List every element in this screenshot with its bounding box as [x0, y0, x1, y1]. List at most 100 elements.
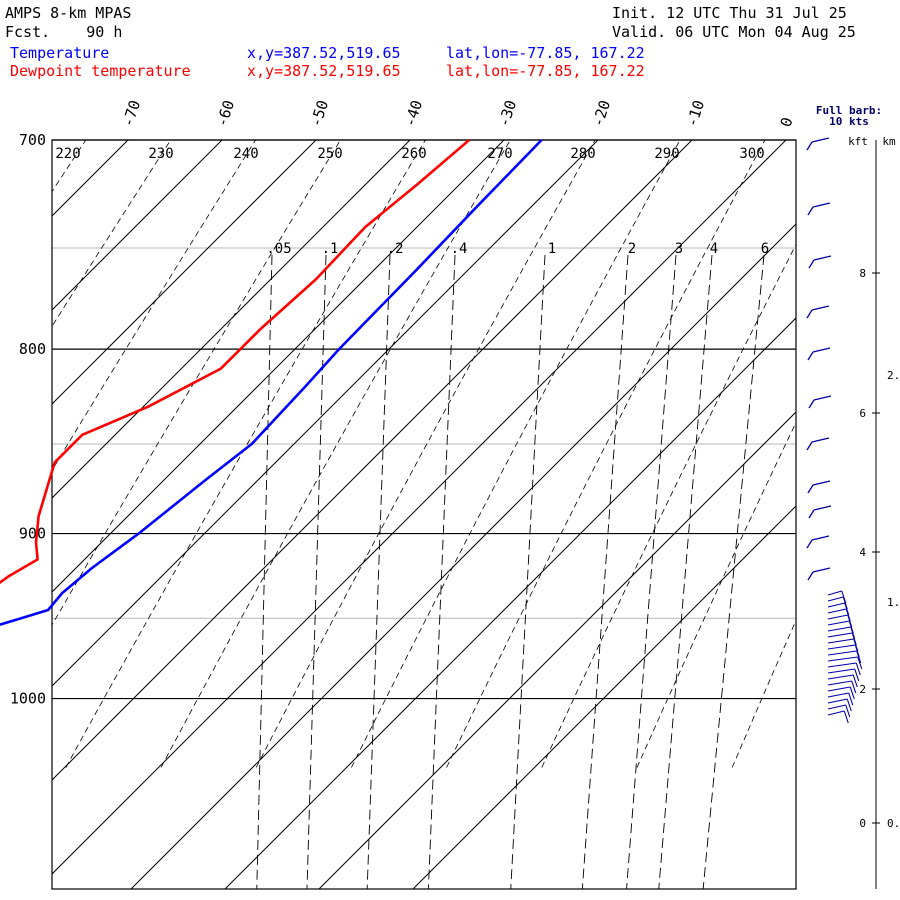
wind-barb-staff	[827, 674, 854, 680]
wind-barb-staff	[827, 638, 854, 644]
km-tick-label: 2.	[887, 369, 900, 382]
isentrope-label: 240	[233, 146, 258, 162]
wind-barb	[827, 698, 852, 712]
dry-adiabat	[65, 140, 426, 768]
wind-barb-staff	[827, 662, 857, 668]
isotherm	[52, 140, 223, 311]
kft-label: kft	[848, 135, 868, 148]
wind-barb	[827, 686, 855, 700]
wind-barb-staff	[827, 590, 842, 596]
isotherm	[224, 317, 796, 889]
mixing-ratio-label: 2	[628, 241, 636, 257]
wind-barb-flag	[849, 686, 855, 700]
isotherm	[412, 505, 796, 889]
wind-barb-staff	[806, 539, 813, 549]
isotherm	[318, 411, 796, 889]
pressure-tick-label: 700	[19, 131, 46, 149]
wind-barb-staff	[827, 656, 858, 662]
dry-adiabat	[446, 140, 766, 768]
wind-barb	[808, 255, 832, 269]
wind-barb-flag	[812, 567, 831, 573]
wind-barb-staff	[827, 692, 849, 698]
temperature-tick-label: -20	[589, 98, 614, 129]
temperature-tick-label: -50	[307, 98, 332, 129]
wind-barb	[808, 395, 832, 409]
mixing-ratio-line	[626, 254, 677, 889]
wind-barb-staff	[808, 399, 815, 409]
km-label: km	[882, 135, 896, 148]
isentrope-label: 220	[55, 146, 80, 162]
dewpoint-profile-line	[0, 139, 471, 585]
dry-adiabat	[160, 140, 511, 768]
mixing-ratio-label: 6	[761, 241, 769, 257]
mixing-ratio-label: .05	[266, 241, 291, 257]
wind-barb	[827, 662, 861, 676]
legend-dewpoint-xy: x,y=387.52,519.65	[247, 62, 401, 80]
isentrope-label: 300	[739, 146, 764, 162]
wind-barb	[807, 567, 831, 581]
legend-dewpoint-label: Dewpoint temperature	[10, 62, 191, 80]
temperature-tick-label: -10	[683, 98, 708, 129]
isotherm	[52, 140, 599, 687]
wind-barb	[806, 535, 830, 549]
wind-barb	[808, 505, 832, 519]
temperature-profile-line	[0, 139, 543, 626]
legend-temperature-label: Temperature	[10, 44, 110, 62]
wind-barb	[827, 674, 858, 688]
wind-barb-staff	[807, 571, 814, 581]
wind-barb-flag	[813, 395, 832, 401]
wind-barb-staff	[827, 698, 848, 704]
wind-barb-flag	[856, 650, 862, 664]
wind-barb-staff	[806, 309, 813, 319]
dry-adiabat	[731, 619, 796, 768]
isotherm	[52, 140, 129, 217]
wind-barb-staff	[827, 704, 846, 710]
wind-barb-flag	[845, 704, 851, 718]
wind-barb-flag	[812, 202, 831, 208]
mixing-ratio-label: .1	[322, 241, 339, 257]
wind-barb-staff	[827, 668, 855, 674]
wind-barb-flag	[811, 535, 830, 541]
valid-time: Valid. 06 UTC Mon 04 Aug 25	[612, 23, 856, 41]
wind-barb-flag	[848, 692, 854, 706]
mixing-ratio-line	[306, 254, 327, 889]
temperature-tick-label: -40	[401, 98, 426, 129]
dry-adiabat	[52, 140, 341, 626]
wind-barb-staff	[827, 608, 847, 614]
wind-barb	[806, 437, 830, 451]
mixing-ratio-label: 3	[675, 241, 683, 257]
wind-barb-staff	[808, 509, 815, 519]
mixing-ratio-line	[427, 254, 456, 889]
isotherm	[130, 223, 796, 889]
wind-barb	[807, 347, 831, 361]
wind-barb-staff	[827, 644, 856, 650]
isentrope-label: 230	[148, 146, 173, 162]
wind-barb	[827, 704, 851, 718]
legend-temperature-xy: x,y=387.52,519.65	[247, 44, 401, 62]
forecast-hour: Fcst. 90 h	[5, 23, 122, 41]
isotherm	[52, 140, 317, 405]
mixing-ratio-label: .2	[387, 241, 404, 257]
wind-barb-staff	[827, 632, 853, 638]
wind-barb-staff	[827, 620, 850, 626]
legend-temperature-latlon: lat,lon=-77.85, 167.22	[446, 44, 645, 62]
temperature-tick-label: -60	[213, 98, 238, 129]
barb-legend-line2: 10 kts	[829, 115, 869, 128]
wind-barb-staff	[827, 650, 857, 656]
wind-barb	[827, 650, 862, 664]
isotherm	[52, 140, 787, 875]
wind-barb	[827, 656, 863, 670]
isentrope-label: 280	[570, 146, 595, 162]
mixing-ratio-line	[366, 254, 391, 889]
wind-barb-staff	[827, 626, 851, 632]
isotherm	[52, 140, 411, 499]
dry-adiabat	[0, 129, 9, 768]
wind-barb	[806, 305, 830, 319]
wind-barb-staff	[827, 710, 845, 716]
wind-barb-flag	[811, 305, 830, 311]
wind-barb	[827, 692, 854, 706]
temperature-tick-label: -30	[495, 98, 520, 129]
isentrope-label: 260	[401, 146, 426, 162]
wind-barb-flag	[852, 674, 858, 688]
wind-barb	[827, 668, 860, 682]
